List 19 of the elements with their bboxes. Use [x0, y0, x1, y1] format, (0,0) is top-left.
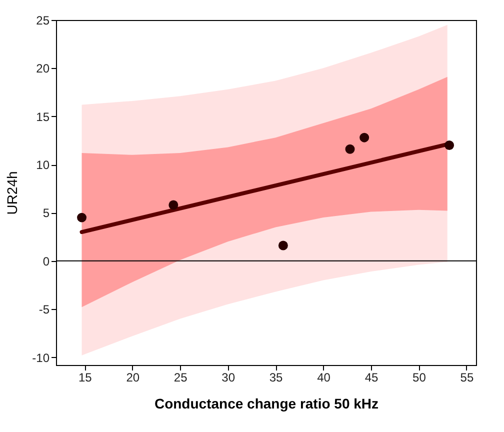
y-tick-label: 25 [36, 14, 50, 28]
y-tick-label: 0 [42, 254, 50, 268]
x-axis-title: Conductance change ratio 50 kHz [154, 396, 379, 412]
x-tick-label: 20 [126, 370, 140, 384]
x-tick-label: 40 [317, 370, 331, 384]
x-tick-label: 50 [412, 370, 426, 384]
y-axis-title: UR24h [4, 171, 20, 215]
x-tick-label: 15 [78, 370, 92, 384]
y-tick-label: 20 [36, 62, 50, 76]
x-tick-label: 25 [174, 370, 188, 384]
y-tick-label: 15 [36, 110, 50, 124]
y-tick-label: 5 [42, 206, 50, 220]
x-tick-label: 45 [364, 370, 378, 384]
y-tick-label: 10 [36, 158, 50, 172]
x-tick-label: 35 [269, 370, 284, 384]
y-tick-label: -10 [32, 350, 50, 365]
x-tick-label: 55 [460, 370, 474, 384]
y-tick-label: -5 [38, 302, 50, 317]
x-tick-label: 30 [222, 370, 236, 384]
